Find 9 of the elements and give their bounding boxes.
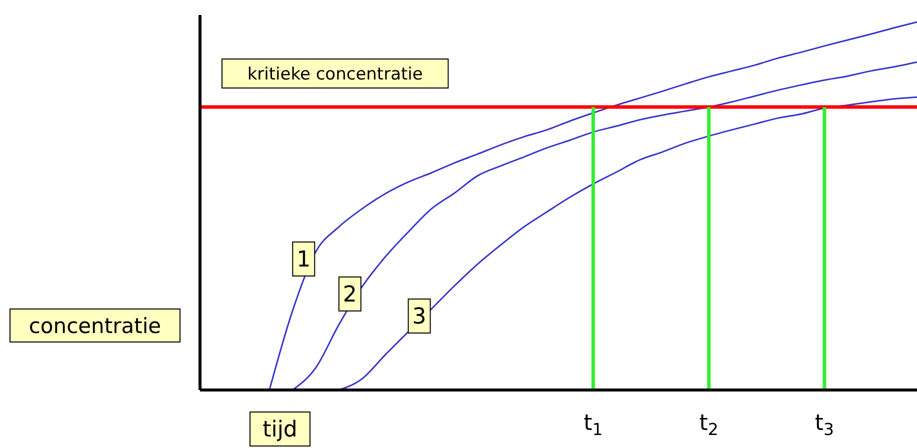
series-label: 2 (342, 282, 357, 308)
x-tick-label: t$_{3}$ (814, 411, 834, 440)
x-tick-label: t$_{1}$ (584, 411, 603, 440)
ref-line-label: kritieke concentratie (247, 64, 423, 84)
x-axis-title: tijd (262, 418, 298, 443)
y-axis-title: concentratie (28, 314, 162, 338)
x-tick-label: t$_{2}$ (699, 411, 718, 440)
series-label: 3 (412, 304, 426, 330)
series-label: 1 (296, 248, 311, 273)
